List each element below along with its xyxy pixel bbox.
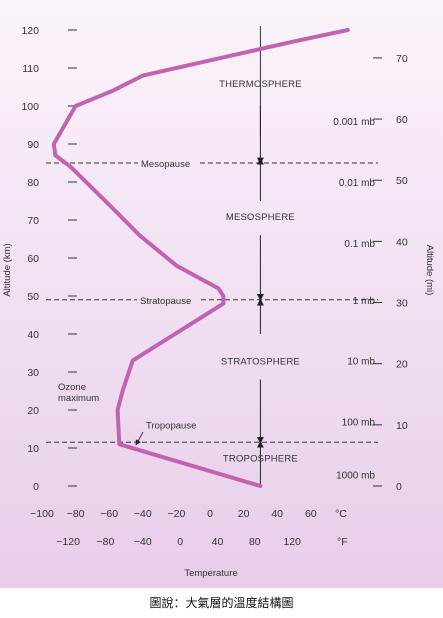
km-tick-label: 20 (27, 405, 39, 417)
km-tick-label: 60 (27, 253, 39, 265)
km-tick-label: 0 (33, 481, 39, 493)
right-axis-title: Altitude (mi) (424, 245, 435, 296)
celsius-tick-label: 0 (207, 508, 213, 520)
layer-label: MESOSPHERE (226, 212, 295, 223)
km-tick-label: 10 (27, 443, 39, 455)
temperature-axes: −100 −80 −60 −40 −20 0 20 40 60 −120 −80 −40 0 40 80 12… (30, 508, 317, 548)
altitude-mi-axis: 0 10 20 30 40 50 60 70 (373, 53, 408, 493)
fahrenheit-tick-label: −80 (97, 536, 115, 548)
celsius-unit: °C (335, 508, 347, 520)
tropopause-pointer (135, 431, 144, 446)
fahrenheit-tick-label: −120 (56, 536, 80, 548)
celsius-tick-label: −40 (134, 508, 152, 520)
celsius-tick-label: −60 (100, 508, 118, 520)
temperature-profile-line (51, 28, 350, 488)
pressure-label: 0.01 mb (339, 178, 376, 189)
layer-labels: TROPOSPHERE STRATOSPHERE MESOSPHERE THERMOS… (219, 79, 302, 465)
km-tick-label: 90 (27, 139, 39, 151)
pressure-labels: 1000 mb 100 mb 10 mb 1 mb 0.1 mb 0.01 mb 0.001… (333, 117, 375, 481)
km-tick-label: 40 (27, 329, 39, 341)
mi-tick-label: 70 (396, 53, 408, 65)
left-axis-title: Altitude (km) (2, 243, 13, 296)
fahrenheit-tick-label: 120 (283, 536, 301, 548)
mi-tick-label: 0 (396, 481, 402, 493)
celsius-tick-label: −20 (167, 508, 185, 520)
boundary-lines: Tropopause Stratopause Mesopause (46, 159, 378, 443)
pressure-label: 1000 mb (336, 471, 375, 482)
mi-tick-label: 20 (396, 359, 408, 371)
mi-tick-label: 60 (396, 114, 408, 126)
mi-tick-label: 50 (396, 175, 408, 187)
layer-label: TROPOSPHERE (223, 454, 298, 465)
celsius-tick-label: 60 (305, 508, 317, 520)
pressure-label: 100 mb (342, 417, 376, 428)
pressure-label: 0.001 mb (333, 117, 375, 128)
km-tick-label: 100 (21, 101, 39, 113)
fahrenheit-tick-label: 80 (249, 536, 261, 548)
celsius-tick-label: −100 (30, 508, 54, 520)
celsius-tick-label: 40 (271, 508, 283, 520)
fahrenheit-unit: °F (337, 536, 348, 548)
boundary-label: Mesopause (141, 159, 190, 170)
km-tick-label: 80 (27, 177, 39, 189)
layer-label: STRATOSPHERE (221, 357, 300, 368)
figure-caption: 圖說：大氣層的溫度結構圖 (149, 596, 294, 610)
fahrenheit-tick-label: 40 (212, 536, 224, 548)
km-tick-label: 110 (22, 63, 39, 75)
boundary-label: Tropopause (146, 420, 196, 431)
km-tick-label: 50 (27, 291, 39, 303)
x-axis-title: Temperature (184, 568, 237, 579)
fahrenheit-tick-label: 0 (177, 536, 183, 548)
mi-tick-label: 10 (396, 420, 408, 432)
celsius-tick-label: −80 (67, 508, 85, 520)
altitude-km-axis: 0 10 20 30 40 50 60 70 80 90 100 110 120 (21, 25, 77, 493)
km-tick-label: 120 (21, 25, 39, 37)
annotations: Ozone maximum (58, 382, 144, 446)
layer-label: THERMOSPHERE (219, 79, 302, 90)
pressure-label: 0.1 mb (344, 239, 375, 250)
km-tick-label: 30 (27, 367, 39, 379)
pressure-label: 10 mb (347, 357, 375, 368)
boundary-label: Stratopause (140, 296, 191, 307)
pressure-label: 1 mb (353, 296, 376, 307)
mi-tick-label: 40 (396, 236, 408, 248)
maximum-label: maximum (58, 393, 99, 404)
ozone-label: Ozone (58, 382, 86, 393)
celsius-tick-label: 20 (238, 508, 250, 520)
km-tick-label: 70 (27, 215, 39, 227)
mi-tick-label: 30 (396, 298, 408, 310)
fahrenheit-tick-label: −40 (134, 536, 152, 548)
